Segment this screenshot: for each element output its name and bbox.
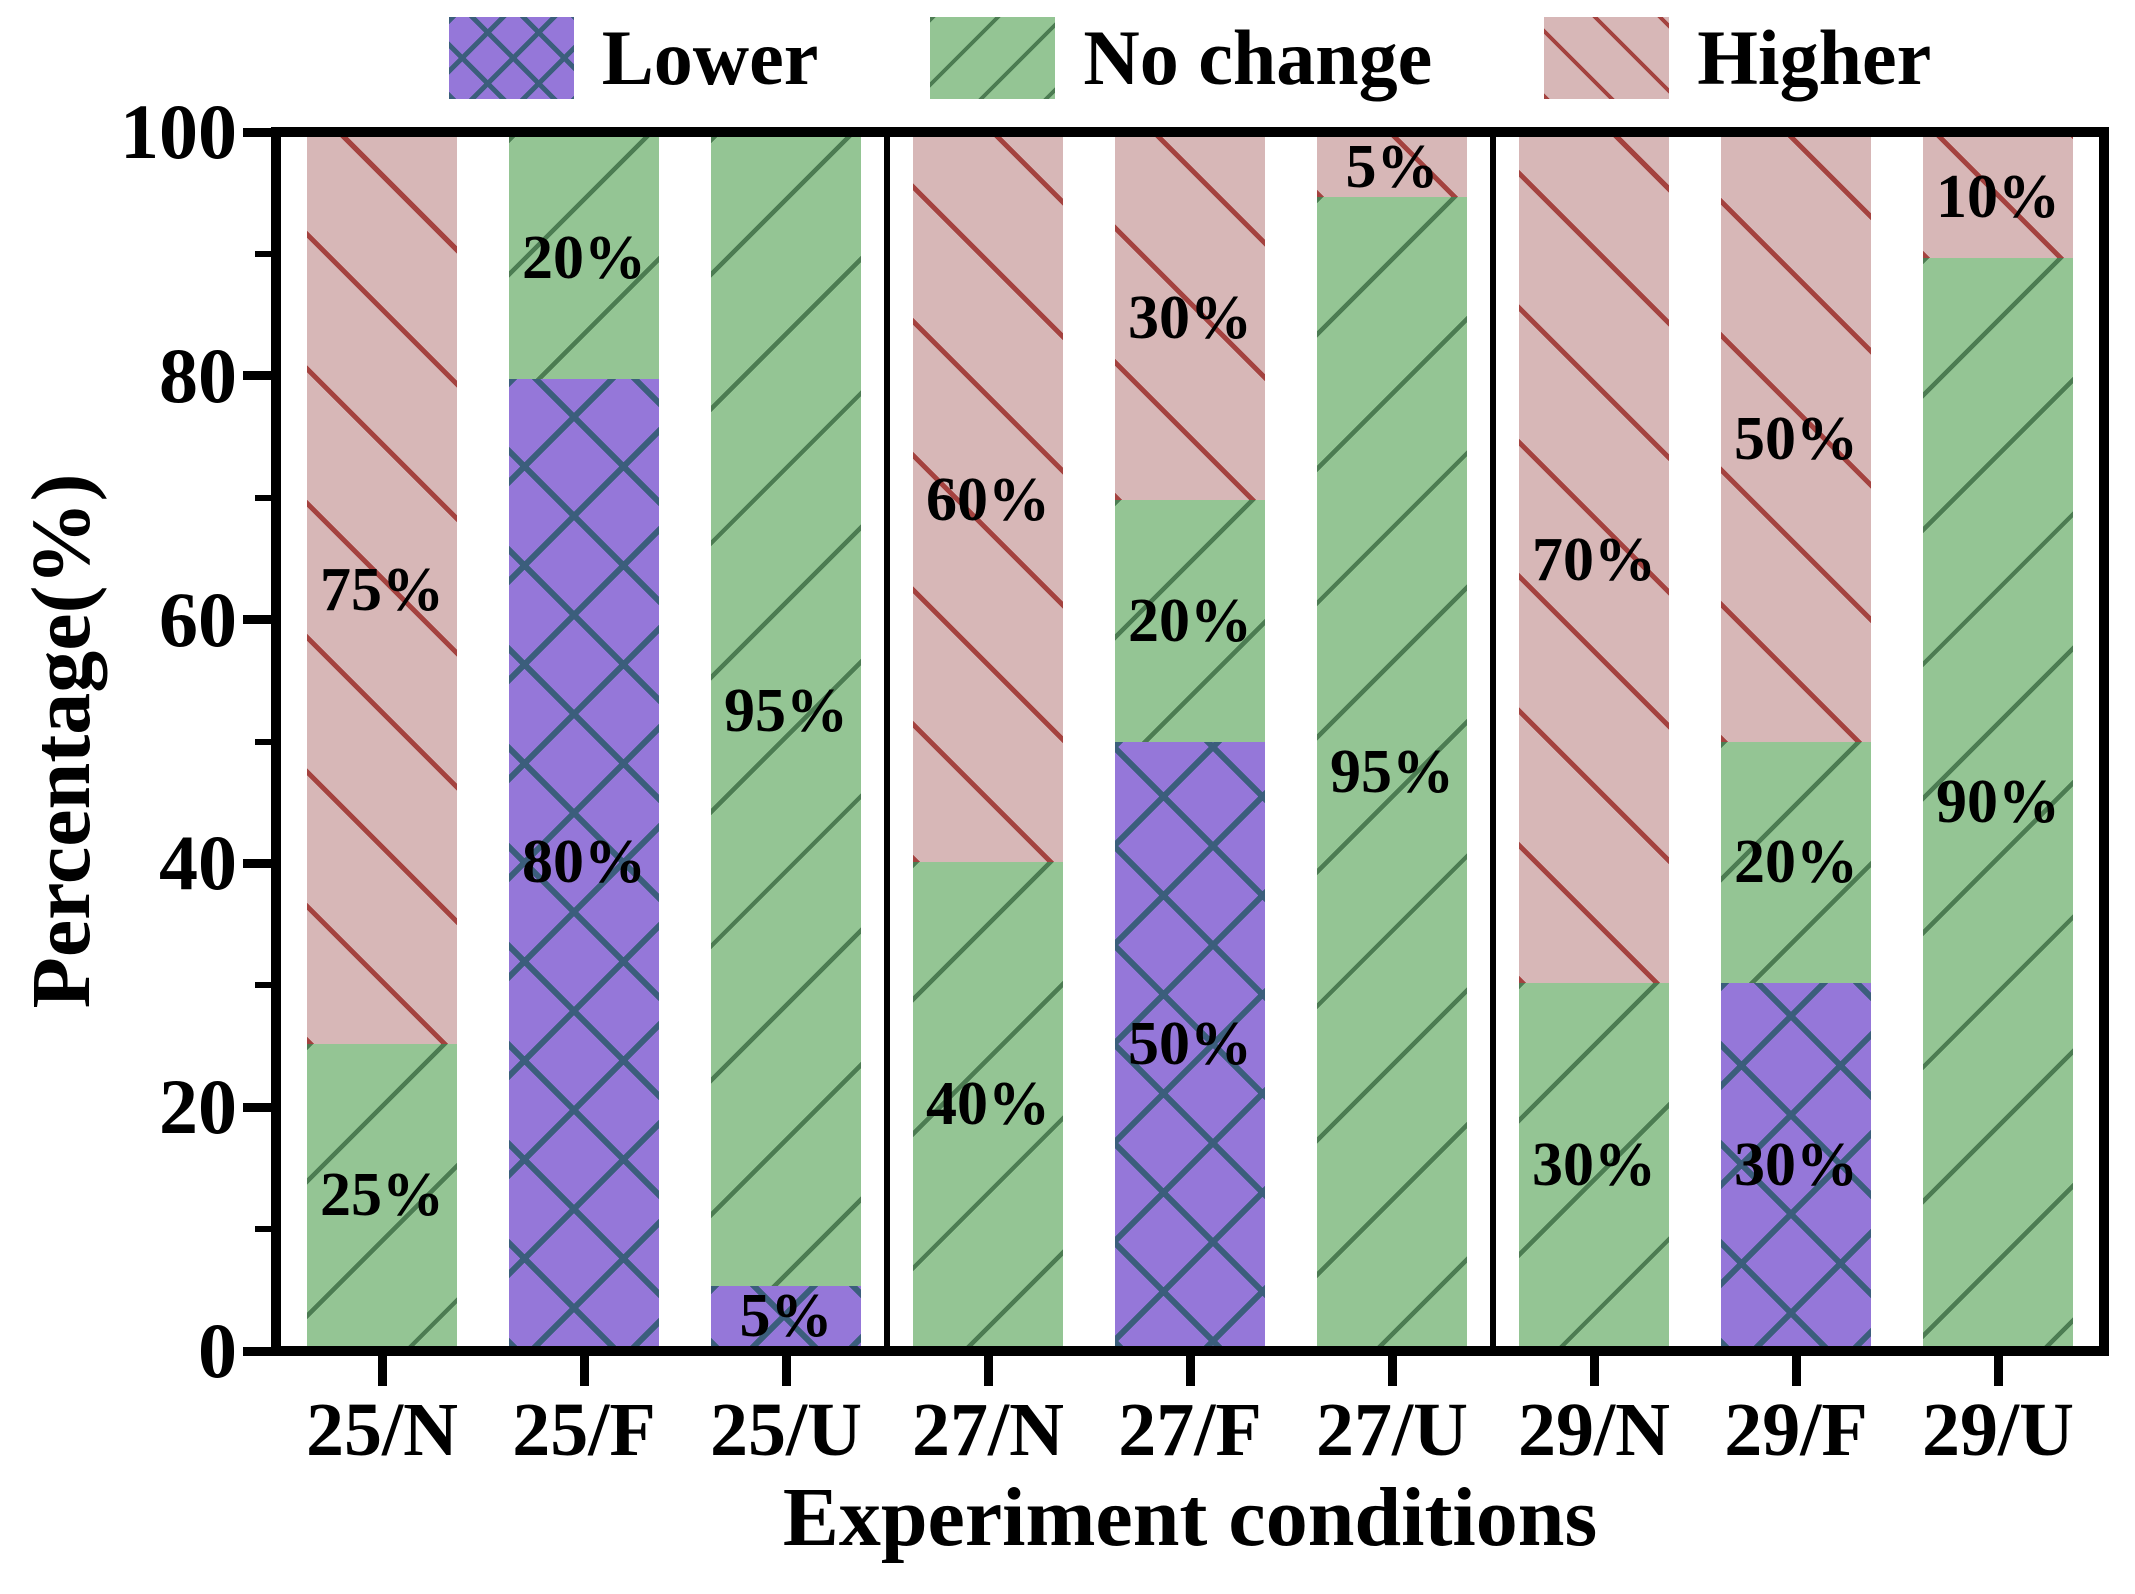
- x-major-tick: [1791, 1356, 1801, 1386]
- bar-segment-no-change: [1317, 197, 1467, 1346]
- legend-label: Lower: [601, 14, 819, 101]
- x-major-tick: [983, 1356, 993, 1386]
- bar-segment-no-change: [1115, 499, 1265, 742]
- x-major-tick: [1387, 1356, 1397, 1386]
- bar-segment-label: 95%: [724, 677, 848, 746]
- y-minor-tick: [255, 1226, 271, 1233]
- x-tick-label: 25/N: [306, 1388, 458, 1472]
- y-minor-tick: [255, 738, 271, 745]
- bar-segment-higher: [1317, 137, 1467, 198]
- bar-segment-label: 90%: [1936, 767, 2060, 836]
- group-separator: [884, 137, 890, 1346]
- x-tick-label: 29/U: [1922, 1388, 2074, 1472]
- legend-label: Higher: [1697, 14, 1932, 101]
- x-tick-label: 27/U: [1316, 1388, 1468, 1472]
- x-tick-label: 27/F: [1118, 1388, 1262, 1472]
- y-minor-tick: [255, 982, 271, 989]
- y-major-tick: [243, 615, 271, 625]
- bar-segment-label: 5%: [1345, 133, 1439, 202]
- bar-segment-no-change: [913, 862, 1063, 1346]
- bar-segment-higher: [1923, 137, 2073, 258]
- legend-entry-higher: Higher: [1544, 17, 1931, 99]
- x-major-tick: [1185, 1356, 1195, 1386]
- bar-segment-higher: [913, 137, 1063, 863]
- x-major-tick: [781, 1356, 791, 1386]
- x-tick-label: 27/N: [912, 1388, 1064, 1472]
- bar-segment-label: 95%: [1330, 737, 1454, 806]
- x-tick-label: 25/F: [512, 1388, 656, 1472]
- bar-segment-label: 20%: [1128, 586, 1252, 655]
- y-tick-label: 40: [159, 819, 237, 907]
- bar-segment-lower: [1721, 983, 1871, 1346]
- x-major-tick: [377, 1356, 387, 1386]
- bar-segment-no-change: [1721, 741, 1871, 984]
- x-tick-label: 25/U: [710, 1388, 862, 1472]
- bar-segment-label: 5%: [739, 1281, 833, 1350]
- bar-segment-label: 70%: [1532, 526, 1656, 595]
- bar-segment-label: 80%: [522, 828, 646, 897]
- legend-swatch-icon: [1544, 17, 1670, 99]
- x-major-tick: [1993, 1356, 2003, 1386]
- bar-segment-no-change: [711, 137, 861, 1286]
- bar-segment-label: 50%: [1128, 1009, 1252, 1078]
- bar-segment-higher: [307, 137, 457, 1044]
- y-tick-label: 80: [159, 331, 237, 419]
- x-major-tick: [579, 1356, 589, 1386]
- bar-segment-label: 75%: [320, 556, 444, 625]
- y-tick-label: 0: [198, 1307, 237, 1394]
- bar-segment-label: 30%: [1128, 284, 1252, 353]
- legend-swatch-icon: [448, 17, 574, 99]
- bar-segment-label: 10%: [1936, 163, 2060, 232]
- y-tick-label: 100: [120, 88, 237, 175]
- bar-segment-higher: [1721, 137, 1871, 742]
- bar-segment-label: 25%: [320, 1160, 444, 1229]
- bar-segment-label: 30%: [1532, 1130, 1656, 1199]
- legend-entry-lower: Lower: [448, 14, 819, 101]
- bar-segment-higher: [1519, 137, 1669, 984]
- y-major-tick: [243, 371, 271, 381]
- bar-segment-higher: [1115, 137, 1265, 500]
- bar-segment-label: 50%: [1734, 405, 1858, 474]
- x-tick-label: 29/N: [1518, 1388, 1670, 1472]
- legend-label: No change: [1083, 14, 1433, 101]
- legend-swatch-icon: [930, 17, 1056, 99]
- bar-segment-label: 20%: [522, 223, 646, 292]
- y-minor-tick: [255, 494, 271, 501]
- y-minor-tick: [255, 250, 271, 257]
- bar-segment-label: 20%: [1734, 828, 1858, 897]
- bar-segment-no-change: [509, 137, 659, 379]
- y-major-tick: [243, 1102, 271, 1112]
- y-tick-label: 60: [159, 575, 237, 663]
- bar-segment-no-change: [1923, 257, 2073, 1346]
- bar-segment-lower: [1115, 741, 1265, 1346]
- y-tick-label: 20: [159, 1063, 237, 1151]
- x-major-tick: [1589, 1356, 1599, 1386]
- legend-entry-no-change: No change: [930, 17, 1432, 99]
- plot-area: 25% 75% 80% 20% 5% 95% 40% 60% 50% 20% 30% 95% 5% 30%…: [271, 127, 2109, 1356]
- y-major-tick: [243, 127, 271, 137]
- bar-segment-label: 30%: [1734, 1130, 1858, 1199]
- legend: Lower No change Higher: [271, 8, 2109, 108]
- y-major-tick: [243, 1346, 271, 1356]
- bar-segment-lower: [509, 378, 659, 1346]
- y-major-tick: [243, 858, 271, 868]
- bar-segment-label: 60%: [926, 465, 1050, 534]
- y-axis-title: Percentage(%): [15, 473, 108, 1009]
- bar-segment-no-change: [1519, 983, 1669, 1346]
- x-tick-label: 29/F: [1724, 1388, 1868, 1472]
- x-axis-title: Experiment conditions: [782, 1471, 1598, 1564]
- bar-segment-lower: [711, 1285, 861, 1346]
- bar-segment-no-change: [307, 1043, 457, 1346]
- bar-segment-label: 40%: [926, 1070, 1050, 1139]
- group-separator: [1490, 137, 1496, 1346]
